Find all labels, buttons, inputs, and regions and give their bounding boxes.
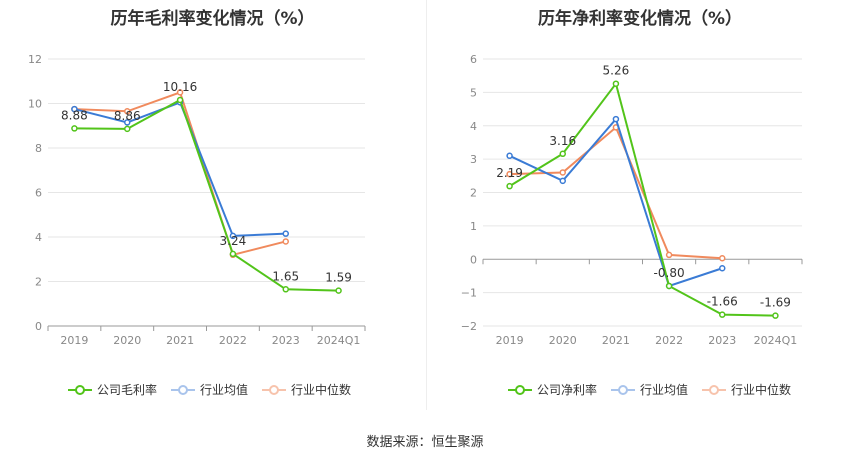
x-tick-label: 2023 [708, 334, 736, 347]
y-tick-label: 2 [35, 276, 42, 289]
data-point [506, 152, 513, 160]
data-label: 1.59 [325, 271, 352, 285]
x-tick-label: 2020 [113, 334, 141, 347]
data-point [506, 170, 513, 178]
series-line [74, 98, 339, 292]
x-tick-label: 2022 [655, 334, 683, 347]
legend-label-company-net-margin: 公司净利率 [537, 383, 598, 397]
x-tick-label: 2019 [496, 334, 524, 347]
data-label: -0.80 [654, 266, 685, 280]
legend-item-industry-median[interactable]: 行业中位数 [262, 381, 351, 398]
legend-item-industry-average[interactable]: 行业均值 [171, 381, 248, 398]
data-point [506, 182, 513, 190]
legend-swatch-company-icon [508, 384, 532, 396]
data-point [719, 254, 726, 262]
data-point [124, 125, 131, 133]
x-tick-label: 2024Q1 [317, 334, 361, 347]
data-point [282, 230, 289, 237]
data-source-note: 数据来源：恒生聚源 [366, 435, 484, 450]
data-point [335, 287, 342, 294]
data-point [559, 150, 566, 158]
data-label: -1.66 [707, 295, 738, 309]
y-tick-label: 5 [470, 86, 477, 99]
data-point [612, 115, 620, 123]
legend-swatch-average-icon [611, 384, 636, 396]
data-label: 3.24 [220, 234, 247, 248]
data-point [124, 119, 131, 126]
y-tick-label: 6 [35, 187, 42, 200]
y-tick-label: 6 [470, 53, 477, 66]
data-label: 10.16 [163, 80, 197, 94]
data-point [559, 169, 566, 176]
data-point [229, 250, 237, 258]
data-point [665, 251, 673, 259]
data-label: 8.88 [61, 108, 88, 122]
legend-item-company-gross-margin[interactable]: 公司毛利率 [68, 381, 157, 398]
y-tick-label: 12 [28, 53, 42, 66]
x-tick-label: 2020 [549, 334, 577, 347]
y-tick-label: −1 [461, 287, 477, 300]
y-tick-label: 3 [470, 153, 477, 166]
net-margin-chart-title: 历年净利率变化情况（%） [537, 9, 743, 29]
net-margin-chart: 历年净利率变化情况（%） −2 −1 0 1 2 3 4 5 6 2019 2020 2021 2022… [430, 0, 850, 420]
series-line [74, 101, 286, 237]
data-point [612, 80, 620, 87]
gross-margin-chart-title: 历年毛利率变化情况（%） [110, 9, 315, 29]
gross-margin-legend: 公司毛利率 行业均值 行业中位数 [68, 381, 351, 398]
y-tick-label: 0 [35, 320, 42, 333]
data-point [176, 96, 184, 104]
legend-item-industry-average[interactable]: 行业均值 [611, 381, 688, 398]
data-label: 8.86 [114, 109, 141, 123]
gross-margin-plot: 0 2 4 6 8 10 12 2019 2020 2021 2022 2023 2024Q1 8.88 8… [28, 53, 366, 347]
data-point [559, 177, 566, 185]
y-tick-label: 2 [470, 187, 477, 200]
data-point [176, 89, 184, 96]
legend-swatch-average-icon [171, 384, 196, 396]
y-tick-label: 4 [35, 231, 42, 244]
data-point [282, 286, 289, 293]
panel-divider [426, 0, 427, 410]
data-point [665, 282, 673, 290]
data-point [229, 232, 237, 240]
x-tick-label: 2021 [166, 334, 194, 347]
legend-label-industry-median: 行业中位数 [731, 383, 792, 397]
x-tick-label: 2022 [219, 334, 247, 347]
x-tick-label: 2023 [272, 334, 300, 347]
y-tick-label: −2 [461, 320, 477, 333]
x-tick-label: 2024Q1 [754, 334, 798, 347]
y-tick-label: 8 [35, 142, 42, 155]
y-tick-label: 10 [28, 98, 42, 111]
y-tick-label: 0 [470, 253, 477, 266]
y-tick-label: 1 [470, 220, 477, 233]
data-point [719, 265, 726, 272]
series-line [509, 81, 776, 317]
gross-margin-chart: 历年毛利率变化情况（%） 0 2 4 6 8 10 12 2019 2020 2021 2022 20… [0, 0, 425, 420]
x-tick-label: 2019 [60, 334, 88, 347]
data-point [772, 312, 779, 319]
legend-label-industry-average: 行业均值 [640, 383, 689, 397]
legend-swatch-median-icon [262, 384, 287, 396]
legend-swatch-company-icon [68, 384, 92, 396]
x-tick-label: 2021 [602, 334, 630, 347]
data-label: 5.26 [603, 64, 630, 78]
legend-label-industry-median: 行业中位数 [291, 383, 352, 397]
net-margin-legend: 公司净利率 行业均值 行业中位数 [508, 381, 791, 398]
legend-item-company-net-margin[interactable]: 公司净利率 [508, 381, 597, 398]
data-point [71, 125, 78, 132]
data-point [282, 238, 289, 245]
data-label: -1.69 [760, 296, 791, 310]
data-point [71, 105, 78, 113]
legend-swatch-median-icon [702, 384, 727, 396]
net-margin-plot: −2 −1 0 1 2 3 4 5 6 2019 2020 2021 2022 2023 2024Q1 2.1… [461, 53, 803, 347]
series-line [509, 117, 723, 288]
data-label: 3.16 [549, 134, 576, 148]
y-tick-label: 4 [470, 120, 477, 133]
data-label: 1.65 [272, 269, 299, 283]
data-label: 2.19 [496, 166, 523, 180]
legend-label-company-gross-margin: 公司毛利率 [97, 383, 158, 397]
data-point [719, 311, 726, 318]
legend-item-industry-median[interactable]: 行业中位数 [702, 381, 791, 398]
data-point [124, 108, 131, 115]
legend-label-industry-average: 行业均值 [200, 383, 249, 397]
